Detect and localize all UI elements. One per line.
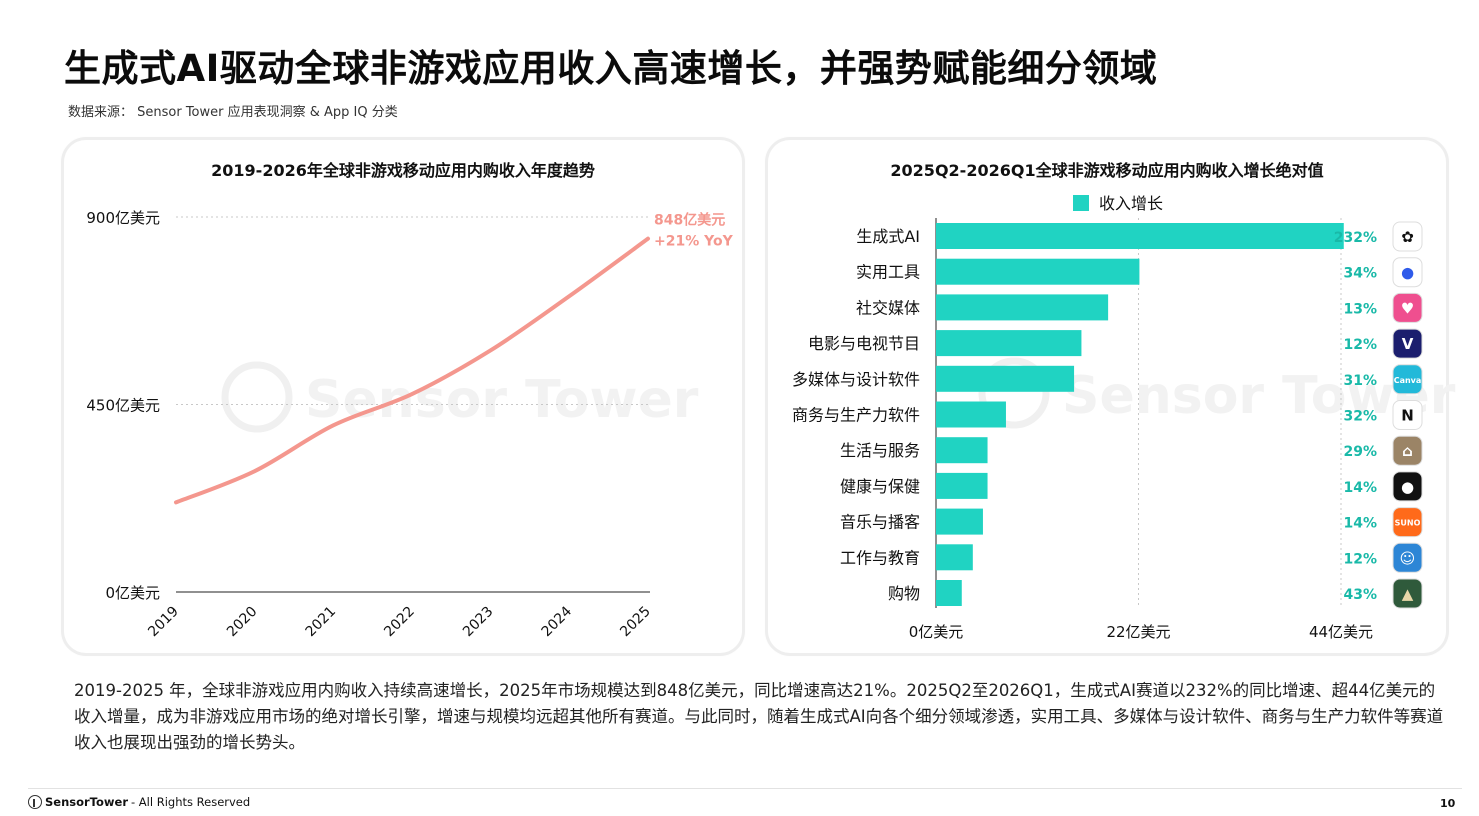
bar-电影与电视节目 [936,330,1082,357]
growth-label: 29% [1343,444,1377,460]
x-tick-label: 2020 [224,604,261,641]
summary-text: 2019-2025 年，全球非游戏应用内购收入持续高速增长，2025年市场规模达… [74,681,1444,752]
growth-label: 43% [1343,587,1377,603]
growth-label: 12% [1343,337,1377,353]
category-label: 电影与电视节目 [808,334,920,353]
video-app-icon-glyph: V [1402,335,1414,353]
x-tick-label: 2019 [145,604,182,641]
x-tick-label: 22亿美元 [1106,623,1170,641]
notion-icon-glyph: N [1401,407,1414,425]
x-tick-label: 2025 [617,604,654,641]
bar-多媒体与设计软件 [936,365,1075,392]
growth-label: 232% [1334,230,1377,246]
category-label: 工作与教育 [840,548,920,567]
page-title: 生成式AI驱动全球非游戏应用收入高速增长，并强势赋能细分领域 [64,47,1158,90]
value-annotation: 848亿美元 [654,212,725,229]
bar-健康与保健 [936,472,988,499]
bar-chart-title: 2025Q2-2026Q1全球非游戏移动应用内购收入增长绝对值 [890,161,1324,180]
canva-icon-glyph: Canva [1394,376,1422,385]
bar-工作与教育 [936,544,973,571]
canva-icon [1392,364,1423,395]
footer-brand-name: SensorTower [45,795,128,809]
growth-label: 34% [1343,266,1377,282]
chatgpt-icon-glyph: ✿ [1401,228,1414,246]
category-label: 商务与生产力软件 [792,406,920,425]
category-label: 社交媒体 [856,298,920,317]
watermark-left: Sensor Tower [305,370,699,430]
social-app-icon [1392,292,1423,323]
education-app-icon [1392,542,1423,573]
bar-社交媒体 [936,294,1109,321]
category-label: 生成式AI [856,227,920,246]
lifestyle-app-icon [1392,435,1423,466]
watermark-right: Sensor Tower [1062,366,1456,426]
y-tick-label: 900亿美元 [86,209,160,227]
y-tick-label: 0亿美元 [105,584,160,602]
bar-商务与生产力软件 [936,401,1006,428]
yoy-annotation: +21% YoY [654,234,734,250]
watermark-left-icon [221,361,293,433]
bar-实用工具 [936,258,1140,285]
source-note: 数据来源： Sensor Tower 应用表现洞察 & App IQ 分类 [68,105,398,120]
suno-icon-glyph: SUNO [1395,519,1421,528]
category-label: 生活与服务 [840,441,920,460]
line-chart-title: 2019-2026年全球非游戏移动应用内购收入年度趋势 [211,161,595,180]
shopping-app-icon-glyph: ▲ [1402,585,1414,603]
bar-购物 [936,580,962,606]
lifestyle-app-icon-glyph: ⌂ [1402,442,1413,460]
watermark-right-icon [978,357,1050,429]
growth-label: 13% [1343,301,1377,317]
education-app-icon-glyph: ☺ [1400,549,1416,567]
category-label: 多媒体与设计软件 [792,370,920,389]
bar-音乐与播客 [936,508,983,535]
y-tick-label: 450亿美元 [86,397,160,415]
health-app-icon [1392,471,1423,502]
legend-swatch [1073,195,1089,211]
video-app-icon [1392,328,1423,359]
bar-生活与服务 [936,437,988,464]
x-tick-label: 0亿美元 [909,623,964,641]
health-app-icon-glyph: ● [1401,478,1414,496]
growth-label: 32% [1343,409,1377,425]
shopping-app-icon [1392,578,1423,609]
bar-生成式AI [936,223,1344,249]
growth-label: 31% [1343,373,1377,389]
x-tick-label: 2024 [539,603,576,640]
x-tick-label: 2021 [303,604,340,641]
category-label: 健康与保健 [840,477,920,496]
category-label: 购物 [888,584,920,603]
sensor-tower-logo-icon [28,795,42,809]
category-label: 音乐与播客 [840,513,920,532]
page-number: 10 [1440,797,1456,810]
footer-rights: - All Rights Reserved [131,795,251,809]
x-tick-label: 2022 [381,604,418,641]
x-tick-label: 44亿美元 [1309,623,1373,641]
growth-label: 12% [1343,551,1377,567]
chatgpt-icon [1392,221,1423,252]
social-app-icon-glyph: ♥ [1401,299,1414,317]
suno-icon [1392,507,1423,538]
footer-divider [28,788,1462,789]
legend-label: 收入增长 [1099,194,1163,213]
footer-brand: SensorTower - All Rights Reserved [28,795,250,809]
x-tick-label: 2023 [460,604,497,641]
category-label: 实用工具 [856,263,920,282]
growth-label: 14% [1343,480,1377,496]
growth-label: 14% [1343,516,1377,532]
utility-app-icon-glyph: ● [1401,264,1414,282]
notion-icon [1392,400,1423,430]
utility-app-icon [1392,257,1423,288]
